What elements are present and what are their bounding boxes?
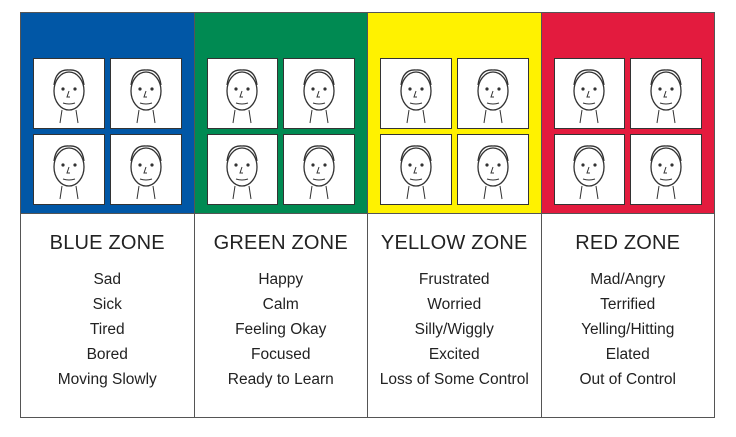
face-grid bbox=[553, 58, 702, 205]
face-illustration bbox=[33, 58, 105, 129]
face-illustration bbox=[553, 58, 626, 129]
zone-feeling: Excited bbox=[428, 346, 480, 363]
zone-title: GREEN ZONE bbox=[213, 232, 348, 254]
zone-feeling: Happy bbox=[258, 271, 304, 288]
zone-feeling: Focused bbox=[251, 346, 311, 363]
zones-chart: BLUE ZONE Sad Sick Tired Bored Moving Slowly G… bbox=[20, 12, 715, 418]
face-illustration bbox=[456, 58, 529, 129]
face-illustration bbox=[206, 134, 279, 205]
zone-feeling: Terrified bbox=[600, 296, 656, 313]
face-illustration bbox=[283, 134, 355, 205]
zone-title: BLUE ZONE bbox=[49, 232, 165, 254]
zone-feeling: Ready to Learn bbox=[227, 371, 334, 388]
zone-feeling: Tired bbox=[89, 321, 125, 338]
blue-zone-column: BLUE ZONE Sad Sick Tired Bored Moving Slowly bbox=[21, 13, 195, 417]
face-illustration bbox=[380, 58, 452, 129]
yellow-zone-color-band bbox=[368, 13, 541, 214]
zone-feeling: Worried bbox=[427, 296, 482, 313]
zone-feeling: Moving Slowly bbox=[57, 371, 157, 388]
face-illustration bbox=[630, 134, 702, 205]
face-grid bbox=[33, 58, 182, 205]
zone-title: YELLOW ZONE bbox=[380, 232, 528, 254]
blue-zone-color-band bbox=[21, 13, 194, 214]
zone-feeling: Sad bbox=[93, 271, 122, 288]
zone-feeling: Bored bbox=[86, 346, 128, 363]
face-grid bbox=[206, 58, 355, 205]
face-illustration bbox=[553, 134, 626, 205]
red-zone-color-band bbox=[541, 13, 714, 214]
face-illustration bbox=[109, 58, 182, 129]
face-illustration bbox=[109, 134, 182, 205]
face-illustration bbox=[456, 134, 529, 205]
zone-feeling: Silly/Wiggly bbox=[414, 321, 494, 338]
face-illustration bbox=[33, 134, 105, 205]
zone-feeling: Loss of Some Control bbox=[379, 371, 529, 388]
zone-feeling: Yelling/Hitting bbox=[581, 321, 675, 338]
zone-feeling: Feeling Okay bbox=[235, 321, 327, 338]
zone-feeling: Sick bbox=[92, 296, 122, 313]
green-zone-column: GREEN ZONE Happy Calm Feeling Okay Focused Re… bbox=[194, 13, 368, 417]
green-zone-color-band bbox=[194, 13, 367, 214]
zone-title: RED ZONE bbox=[575, 232, 681, 254]
zone-feeling: Mad/Angry bbox=[590, 271, 666, 288]
face-illustration bbox=[630, 58, 702, 129]
zone-feeling: Frustrated bbox=[418, 271, 490, 288]
face-illustration bbox=[206, 58, 279, 129]
yellow-zone-column: YELLOW ZONE Frustrated Worried Silly/Wiggly… bbox=[368, 13, 542, 417]
zone-feeling: Calm bbox=[262, 296, 299, 313]
face-grid bbox=[380, 58, 529, 205]
face-illustration bbox=[380, 134, 452, 205]
face-illustration bbox=[283, 58, 355, 129]
zone-feeling: Elated bbox=[605, 346, 650, 363]
red-zone-column: RED ZONE Mad/Angry Terrified Yelling/Hittin… bbox=[541, 13, 714, 417]
zone-feeling: Out of Control bbox=[579, 371, 677, 388]
